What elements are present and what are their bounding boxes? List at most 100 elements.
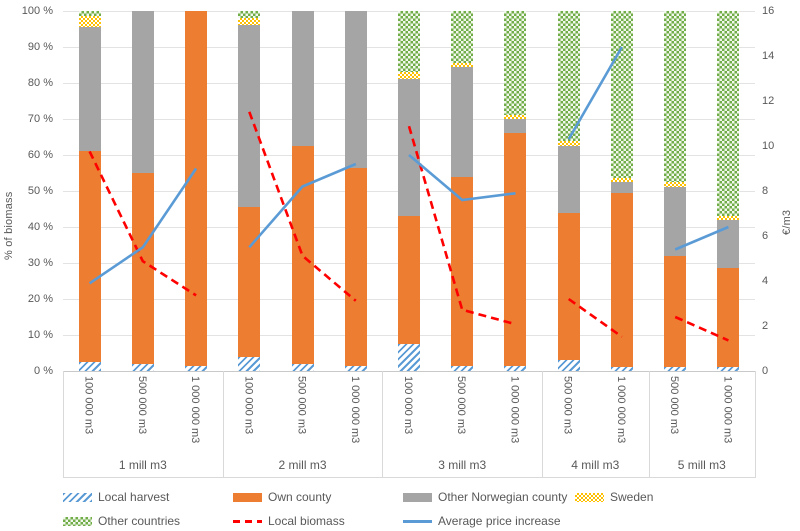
bar-segment-other_norwegian_county	[291, 11, 314, 146]
stacked-bar	[451, 11, 474, 371]
category-label: 500 000 m3	[295, 376, 308, 435]
category-label: 500 000 m3	[561, 376, 574, 435]
category-label: 1 000 000 m3	[348, 376, 361, 444]
axis-separator	[648, 371, 650, 478]
legend-label: Other countries	[98, 514, 181, 528]
bar-segment-other_countries	[610, 11, 633, 179]
local-biomass-line-group-1	[88, 150, 197, 297]
bar-segment-sweden	[664, 182, 687, 188]
stacked-bar	[557, 11, 580, 371]
price-increase-line-group-5	[674, 225, 729, 251]
bar-segment-other_norwegian_county	[610, 182, 633, 193]
bar-segment-own_county	[238, 207, 261, 357]
legend-item-sweden: Sweden	[575, 490, 653, 504]
stacked-bar	[78, 11, 101, 371]
y-axis-tick-label: 40 %	[27, 221, 53, 233]
price-increase-line-group-2	[248, 162, 357, 249]
group-label: 4 mill m3	[571, 458, 620, 472]
bar-segment-sweden	[610, 178, 633, 182]
bar-segment-other_norwegian_county	[238, 25, 261, 208]
bar-segment-sweden	[398, 72, 420, 80]
legend-item-avg_price_increase: Average price increase	[403, 514, 561, 528]
gridline	[63, 371, 755, 372]
stacked-bar	[238, 11, 261, 371]
axis-separator	[542, 371, 544, 478]
bar-segment-local_harvest	[238, 356, 261, 371]
bar-segment-own_county	[291, 146, 314, 364]
y-axis-tick-label: 50 %	[27, 185, 53, 197]
legend-item-local_biomass: Local biomass	[233, 514, 345, 528]
axis-separator	[382, 371, 384, 478]
bar-segment-sweden	[78, 16, 101, 28]
legend-label: Other Norwegian county	[438, 490, 568, 504]
category-label: 1 000 000 m3	[614, 376, 627, 444]
bar-segment-own_county	[451, 176, 474, 366]
legend-swatch-other_countries	[63, 516, 92, 526]
right-axis-tick-label: 14	[762, 50, 775, 62]
right-axis-tick-label: 6	[762, 230, 769, 242]
bar-segment-other_norwegian_county	[557, 146, 580, 213]
bar-segment-local_harvest	[78, 362, 101, 371]
right-axis-tick-label: 12	[762, 95, 775, 107]
local-biomass-line-group-2	[248, 111, 357, 302]
legend-item-other_norwegian_county: Other Norwegian county	[403, 490, 567, 504]
legend-item-own_county: Own county	[233, 490, 331, 504]
stacked-bar	[610, 11, 633, 371]
bar-segment-other_countries	[664, 11, 687, 182]
legend-label: Sweden	[610, 490, 654, 504]
y-axis-tick-label: 60 %	[27, 149, 53, 161]
stacked-bar	[717, 11, 740, 371]
right-axis-tick-label: 10	[762, 140, 775, 152]
bar-segment-other_countries	[504, 11, 527, 116]
local-biomass-line-group-5	[674, 315, 729, 342]
stacked-bar	[664, 11, 687, 371]
legend-label: Local harvest	[98, 490, 170, 504]
legend-swatch-avg_price_increase	[403, 519, 432, 523]
stacked-bar	[398, 11, 420, 371]
category-label: 1 000 000 m3	[721, 376, 734, 444]
legend-swatch-other_norwegian_county	[403, 492, 432, 502]
right-axis-tick-label: 16	[762, 5, 775, 17]
bar-segment-sweden	[504, 115, 527, 119]
legend-label: Average price increase	[438, 514, 561, 528]
axis-separator	[222, 371, 224, 478]
right-axis-title: €/m3	[781, 209, 793, 235]
legend-swatch-local_harvest	[63, 492, 92, 502]
price-increase-line-group-1	[88, 167, 198, 285]
bar-segment-local_harvest	[451, 365, 474, 371]
bar-segment-other_norwegian_county	[344, 11, 367, 168]
legend-swatch-sweden	[575, 492, 604, 502]
category-label: 1 000 000 m3	[508, 376, 521, 444]
bar-segment-other_norwegian_county	[664, 187, 687, 256]
category-label: 100 000 m3	[402, 376, 414, 435]
y-axis-tick-label: 100 %	[21, 5, 53, 17]
bar-segment-other_norwegian_county	[398, 79, 420, 217]
axis-separator	[63, 371, 64, 478]
stacked-bar	[291, 11, 314, 371]
group-label: 5 mill m3	[677, 458, 726, 472]
bar-segment-local_harvest	[398, 344, 420, 371]
category-label: 1 000 000 m3	[189, 376, 202, 444]
bar-segment-own_county	[78, 151, 101, 362]
bar-segment-other_countries	[717, 11, 740, 217]
bar-segment-other_countries	[238, 11, 261, 19]
bar-segment-local_harvest	[717, 367, 740, 371]
right-axis-tick-label: 8	[762, 185, 769, 197]
bar-segment-own_county	[185, 11, 208, 366]
legend-swatch-own_county	[233, 492, 262, 502]
local-biomass-line-group-4	[567, 297, 623, 338]
legend-item-local_harvest: Local harvest	[63, 490, 169, 504]
bar-segment-own_county	[557, 212, 580, 361]
bar-segment-own_county	[344, 167, 367, 366]
y-axis-tick-label: 80 %	[27, 77, 53, 89]
bar-segment-local_harvest	[610, 367, 633, 371]
bar-segment-sweden	[451, 63, 474, 67]
local-biomass-line-group-3	[407, 125, 516, 326]
legend-swatch-local_biomass	[233, 519, 262, 523]
bar-segment-own_county	[131, 173, 154, 364]
legend-label: Own county	[268, 490, 332, 504]
legend-item-other_countries: Other countries	[63, 514, 180, 528]
group-label: 1 mill m3	[118, 458, 167, 472]
bar-segment-own_county	[664, 255, 687, 368]
